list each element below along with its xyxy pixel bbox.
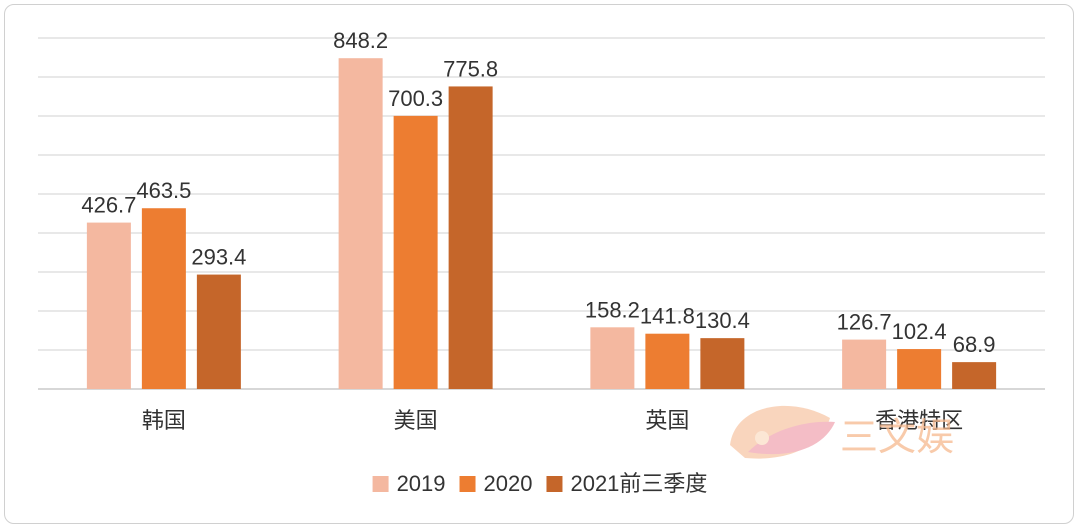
data-label: 158.2 bbox=[585, 297, 640, 322]
data-label: 426.7 bbox=[81, 193, 136, 218]
bar bbox=[196, 274, 241, 389]
legend-label: 2021前三季度 bbox=[570, 471, 707, 496]
bar bbox=[590, 327, 635, 389]
watermark-text: 三文娱 bbox=[840, 415, 954, 459]
legend-swatch bbox=[372, 476, 389, 492]
bar bbox=[338, 58, 383, 390]
legend-label: 2019 bbox=[397, 471, 446, 496]
bar bbox=[842, 339, 887, 389]
category-label: 韩国 bbox=[142, 409, 186, 434]
data-label: 293.4 bbox=[191, 245, 246, 270]
bar bbox=[448, 86, 493, 390]
data-label: 130.4 bbox=[695, 308, 750, 333]
bar bbox=[897, 349, 942, 389]
legend-label: 2020 bbox=[484, 471, 533, 496]
data-label: 700.3 bbox=[388, 86, 443, 111]
bar bbox=[141, 208, 186, 389]
category-label: 香港特区 bbox=[875, 409, 963, 434]
data-label: 848.2 bbox=[333, 28, 388, 53]
bar bbox=[86, 222, 131, 389]
bar bbox=[700, 338, 745, 389]
legend-swatch bbox=[546, 476, 563, 492]
data-label: 126.7 bbox=[837, 310, 892, 335]
data-label: 68.9 bbox=[953, 332, 996, 357]
bars bbox=[86, 58, 997, 390]
data-label: 102.4 bbox=[892, 319, 947, 344]
bar bbox=[645, 333, 690, 389]
watermark-logo: 三文娱 bbox=[730, 405, 954, 459]
bar bbox=[952, 362, 997, 389]
category-label: 英国 bbox=[645, 409, 689, 434]
data-label: 141.8 bbox=[640, 304, 695, 329]
legend-swatch bbox=[459, 476, 476, 492]
legend: 2019 2020 2021前三季度 bbox=[372, 471, 707, 496]
data-label: 463.5 bbox=[136, 178, 191, 203]
bar bbox=[393, 115, 438, 390]
data-label: 775.8 bbox=[443, 56, 498, 81]
category-labels: 韩国 美国 英国 香港特区 bbox=[142, 409, 963, 434]
category-label: 美国 bbox=[394, 409, 438, 434]
